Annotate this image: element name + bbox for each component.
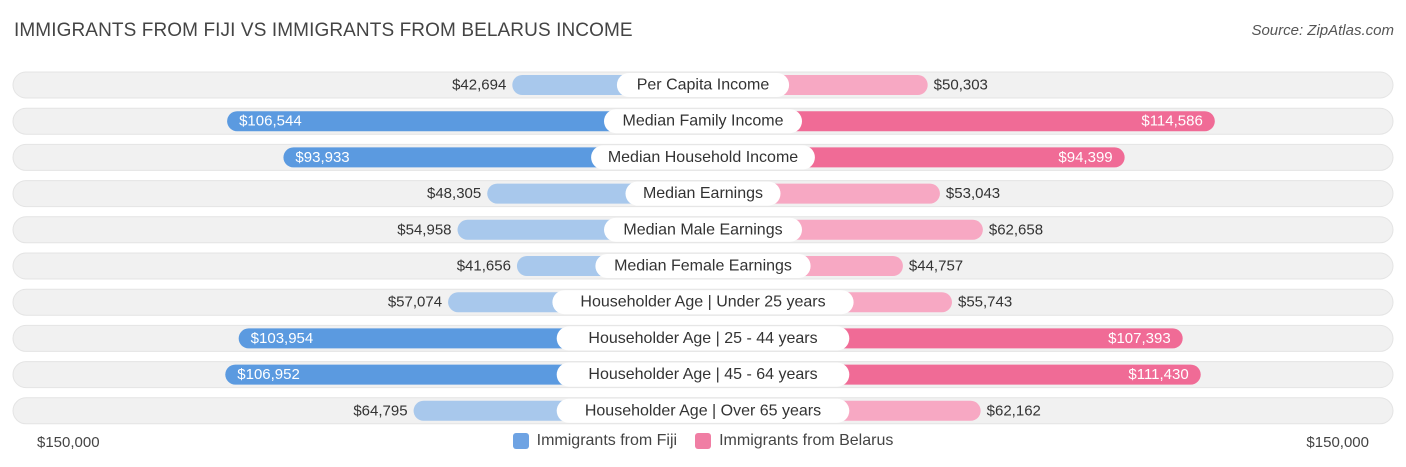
category-pill [591,145,815,170]
legend-item-belarus[interactable]: Immigrants from Belarus [695,432,893,450]
legend: Immigrants from Fiji Immigrants from Bel… [0,432,1406,450]
value-label-fiji: $103,954 [251,330,314,347]
bar-belarus [703,111,1215,132]
category-label: Householder Age | 25 - 44 years [588,330,817,347]
value-label-fiji: $106,952 [237,366,300,383]
value-label-fiji: $42,694 [452,77,506,94]
category-pill [556,326,850,351]
category-pill [552,290,854,315]
value-label-belarus: $62,162 [987,402,1041,419]
value-label-belarus: $114,586 [1141,113,1202,130]
category-label: Median Family Income [623,113,784,130]
axis-left-label: $150,000 [37,434,100,451]
value-label-fiji: $93,933 [295,149,349,166]
value-label-fiji: $41,656 [457,258,511,275]
value-label-fiji: $106,544 [239,113,302,130]
value-label-belarus: $111,430 [1128,366,1188,383]
category-pill [556,398,850,423]
value-label-belarus: $44,757 [909,258,963,275]
legend-label-fiji: Immigrants from Fiji [536,432,678,449]
category-pill [556,362,850,387]
category-label: Median Household Income [608,149,798,166]
value-label-belarus: $50,303 [934,77,988,94]
legend-label-belarus: Immigrants from Belarus [719,432,894,449]
category-pill [625,181,781,206]
source-note: Source: ZipAtlas.com [1251,22,1394,39]
category-label: Median Earnings [643,185,763,202]
income-comparison-chart: $42,694 $50,303 Per Capita Income $106,544 $… [12,71,1394,425]
bar-fiji [227,111,704,132]
category-label: Householder Age | Under 25 years [580,294,825,311]
value-label-belarus: $107,393 [1108,330,1171,347]
category-label: Per Capita Income [637,77,770,94]
chart-title: IMMIGRANTS FROM FIJI VS IMMIGRANTS FROM … [14,20,633,41]
category-pill [604,109,802,134]
value-label-belarus: $62,658 [989,221,1043,238]
legend-item-fiji[interactable]: Immigrants from Fiji [512,432,678,450]
category-label: Householder Age | Over 65 years [585,402,821,419]
category-pill [616,73,790,97]
value-label-fiji: $64,795 [353,402,407,419]
category-pill [595,254,811,278]
category-label: Median Female Earnings [614,258,792,275]
axis-right-label: $150,000 [1306,434,1369,451]
value-label-belarus: $94,399 [1058,149,1112,166]
value-label-fiji: $57,074 [388,294,442,311]
value-label-belarus: $53,043 [946,185,1000,202]
legend-swatch-belarus [695,433,712,449]
legend-swatch-fiji [512,433,529,449]
value-label-fiji: $54,958 [397,221,451,238]
category-label: Median Male Earnings [623,221,782,238]
category-label: Householder Age | 45 - 64 years [588,366,817,383]
category-pill [604,217,802,242]
value-label-fiji: $48,305 [427,185,481,202]
value-label-belarus: $55,743 [958,294,1012,311]
